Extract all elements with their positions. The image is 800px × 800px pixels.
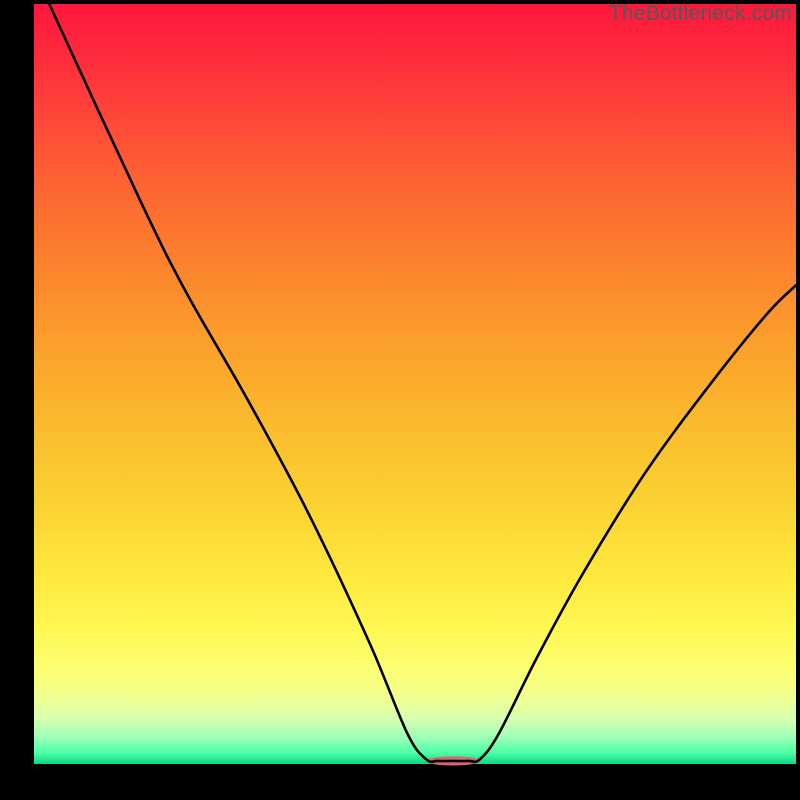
bottleneck-curve-chart	[0, 0, 800, 800]
watermark-label: TheBottleneck.com	[609, 2, 792, 26]
chart-plot-area	[34, 4, 796, 764]
chart-container: TheBottleneck.com	[0, 0, 800, 800]
